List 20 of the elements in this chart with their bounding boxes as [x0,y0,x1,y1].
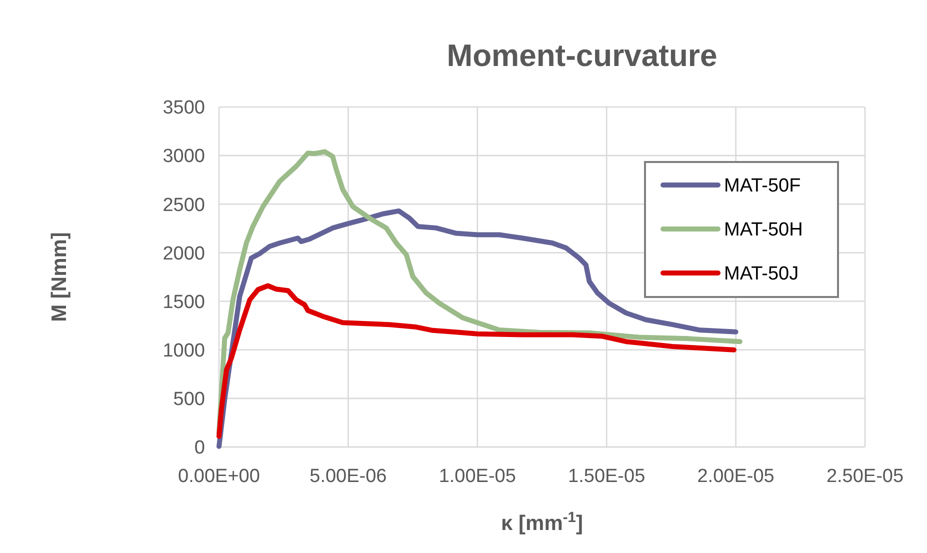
y-tick-label: 0 [194,438,205,459]
y-tick-label: 500 [173,389,205,410]
y-axis-title: M [Nmm] [48,232,71,322]
x-tick-label: 5.00E-06 [310,466,387,487]
x-tick-label: 0.00E+00 [178,466,260,487]
legend-label: MAT-50J [724,264,799,285]
y-tick-label: 3500 [162,98,205,119]
legend-label: MAT-50H [724,220,803,241]
y-tick-label: 3000 [162,146,205,168]
x-axis-title: κ [mm$^{-1}$] [501,510,583,535]
x-tick-label: 1.00E-05 [438,466,516,487]
y-tick-label: 2500 [162,194,205,216]
y-tick-label: 1500 [162,292,205,313]
x-tick-label: 2.50E-05 [826,466,904,487]
y-tick-label: 1000 [162,340,205,362]
chart-title: Moment-curvature [446,38,718,73]
y-tick-label: 2000 [162,243,205,264]
x-tick-label: 2.00E-05 [697,466,774,487]
legend-label: MAT-50F [724,176,801,197]
x-tick-label: 1.50E-05 [568,466,646,487]
